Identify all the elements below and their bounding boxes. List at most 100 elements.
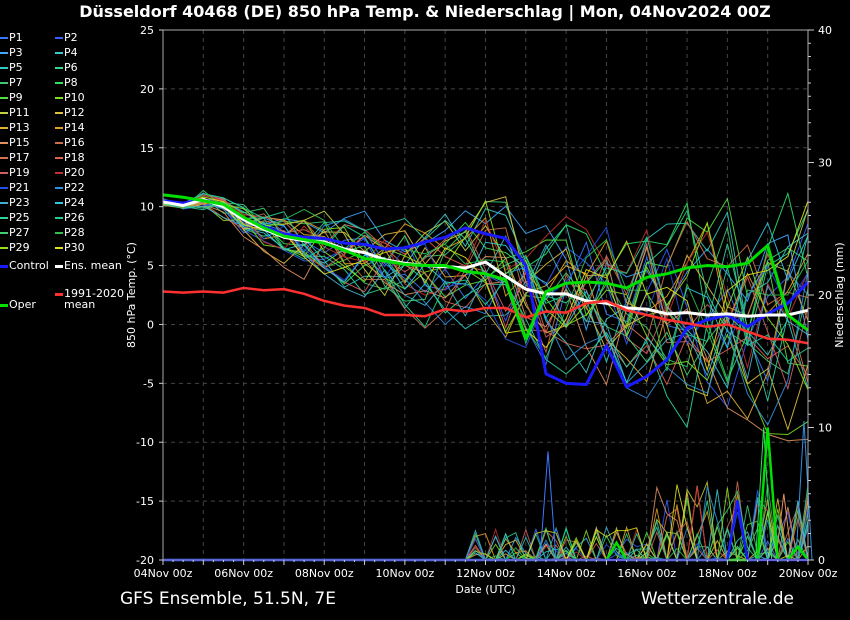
legend-entry-p21: P21 <box>0 181 30 195</box>
legend-entry-p26: P26 <box>55 211 85 225</box>
x-tick-label: 06Nov 00z <box>214 567 273 580</box>
legend-label: P22 <box>64 181 85 194</box>
legend-label: P19 <box>9 166 30 179</box>
legend-label: Ens. mean <box>64 259 122 272</box>
legend-entry-p4: P4 <box>55 46 78 60</box>
member-line-27 <box>162 201 809 377</box>
legend-entry-p18: P18 <box>55 151 85 165</box>
legend-label: Control <box>9 259 49 272</box>
legend-swatch <box>0 52 8 54</box>
legend-label: P29 <box>9 241 30 254</box>
y2-tick-label: 30 <box>818 157 832 170</box>
y-tick-label: 25 <box>140 24 154 37</box>
legend-label: P16 <box>64 136 85 149</box>
legend-entry-p1: P1 <box>0 31 23 45</box>
legend-swatch <box>0 112 8 114</box>
legend-swatch <box>55 247 63 249</box>
legend-entry-p5: P5 <box>0 61 23 75</box>
legend-swatch <box>0 142 8 144</box>
legend-label: P17 <box>9 151 30 164</box>
legend-label: P30 <box>64 241 85 254</box>
legend-label: P20 <box>64 166 85 179</box>
y-tick-label: -15 <box>136 495 154 508</box>
member-line-17 <box>162 201 809 350</box>
legend-label: P27 <box>9 226 30 239</box>
member-line-29 <box>162 198 809 391</box>
legend-swatch <box>55 202 63 204</box>
legend-swatch <box>0 97 8 99</box>
legend-label: P15 <box>9 136 30 149</box>
legend-swatch <box>55 292 63 296</box>
legend-entry-p22: P22 <box>55 181 85 195</box>
y-tick-label: 5 <box>147 260 154 273</box>
legend-entry-p8: P8 <box>55 76 78 90</box>
legend-label: P12 <box>64 106 85 119</box>
y-tick-label: 0 <box>147 318 154 331</box>
legend-label: P24 <box>64 196 85 209</box>
member-line-15 <box>162 202 809 442</box>
legend-entry-p27: P27 <box>0 226 30 240</box>
legend-entry-p17: P17 <box>0 151 30 165</box>
member-line-24 <box>162 193 809 384</box>
legend-swatch <box>55 67 63 69</box>
legend-entry-p12: P12 <box>55 106 85 120</box>
legend-label: P28 <box>64 226 85 239</box>
y2-tick-label: 0 <box>818 554 825 567</box>
legend-entry-p30: P30 <box>55 241 85 255</box>
legend-label: P4 <box>64 46 78 59</box>
legend-swatch <box>55 82 63 84</box>
legend-entry-p3: P3 <box>0 46 23 60</box>
legend-entry-climate: 1991-2020 mean <box>55 287 124 310</box>
legend-swatch <box>55 232 63 234</box>
legend-swatch <box>0 217 8 219</box>
member-line-20 <box>162 193 809 370</box>
y-tick-label: -20 <box>136 554 154 567</box>
precip-peak <box>795 420 813 561</box>
legend-swatch <box>0 82 8 84</box>
legend-swatch <box>0 157 8 159</box>
legend-entry-p13: P13 <box>0 121 30 135</box>
legend-label: P14 <box>64 121 85 134</box>
legend-swatch <box>0 232 8 234</box>
legend-swatch <box>0 202 8 204</box>
legend-label: P9 <box>9 91 23 104</box>
legend-entry-p14: P14 <box>55 121 85 135</box>
legend-label: P8 <box>64 76 78 89</box>
legend-swatch <box>55 187 63 189</box>
y-axis-label: 850 hPa Temp. (°C) <box>125 242 138 348</box>
legend-entry-p11: P11 <box>0 106 30 120</box>
precip-peak <box>755 427 773 561</box>
legend-entry-p19: P19 <box>0 166 30 180</box>
chart-title: Düsseldorf 40468 (DE) 850 hPa Temp. & Ni… <box>79 2 771 21</box>
legend-label: P25 <box>9 211 30 224</box>
footer-site: Wetterzentrale.de <box>640 589 794 609</box>
precip-peak <box>539 451 557 561</box>
legend-entry-oper: Oper <box>0 298 36 312</box>
legend-swatch <box>0 303 8 307</box>
legend-label: P18 <box>64 151 85 164</box>
legend-label: Oper <box>9 298 36 311</box>
legend-label: P6 <box>64 61 78 74</box>
legend-entry-p20: P20 <box>55 166 85 180</box>
member-line-3 <box>162 198 809 341</box>
member-line-10 <box>162 199 809 435</box>
legend-swatch <box>55 157 63 159</box>
legend-label: P11 <box>9 106 30 119</box>
series-line-1991-2020-mean <box>162 286 809 345</box>
x-tick-label: 14Nov 00z <box>537 567 596 580</box>
y-tick-label: -5 <box>143 377 154 390</box>
precip-peak <box>775 493 793 561</box>
legend-entry-p24: P24 <box>55 196 85 210</box>
y2-tick-label: 40 <box>818 24 832 37</box>
legend-label: 1991-2020 mean <box>64 287 124 311</box>
legend-swatch <box>55 112 63 114</box>
legend-entry-p23: P23 <box>0 196 30 210</box>
footer-source: GFS Ensemble, 51.5N, 7E <box>120 589 336 609</box>
legend-swatch <box>55 172 63 174</box>
member-line-22 <box>162 199 809 426</box>
legend-swatch <box>55 37 63 39</box>
legend-entry-p29: P29 <box>0 241 30 255</box>
legend-entry-p10: P10 <box>55 91 85 105</box>
x-tick-label: 20Nov 00z <box>779 567 838 580</box>
